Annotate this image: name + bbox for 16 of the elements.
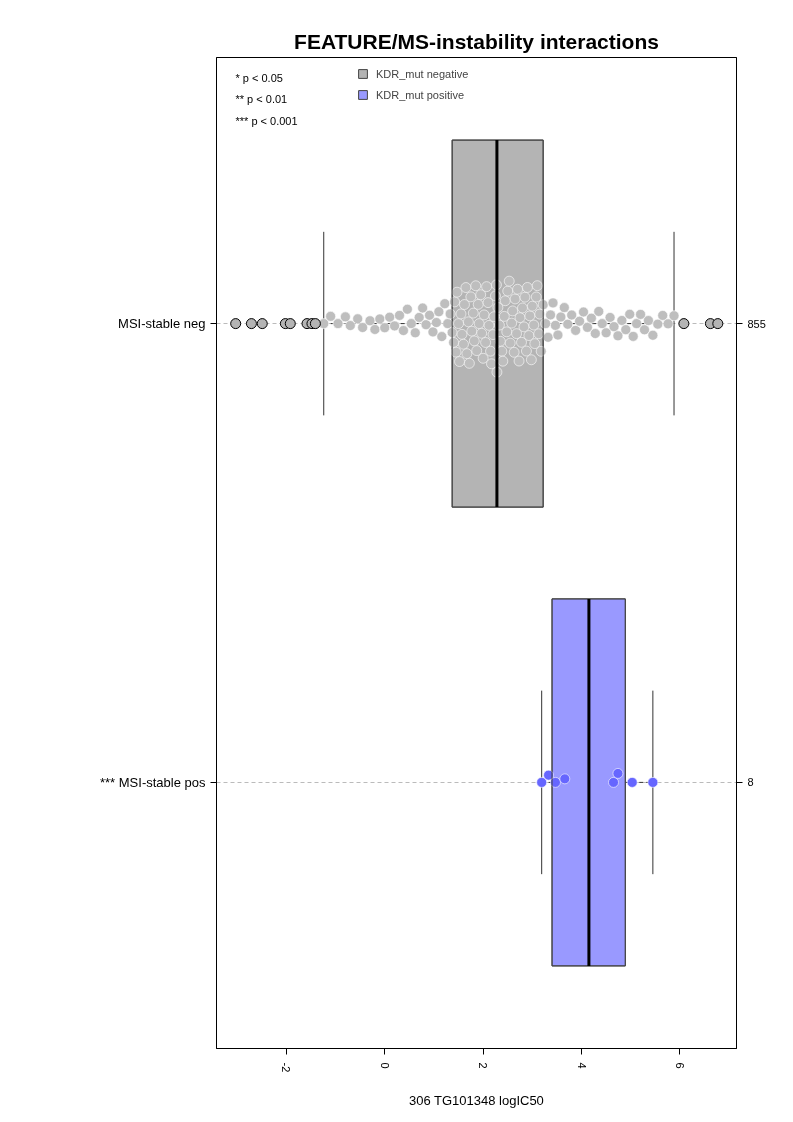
x-tick-label: 2: [477, 1062, 490, 1069]
x-tick-label: 4: [575, 1062, 588, 1069]
x-tick-label: 6: [673, 1062, 686, 1069]
annotation: ** p < 0.01: [235, 93, 288, 105]
x-tick-label: 0: [378, 1062, 391, 1069]
annotation: *** p < 0.001: [235, 114, 298, 127]
y2-tick-label: 855: [747, 317, 766, 330]
y-tick-label: MSI-stable neg: [118, 316, 206, 332]
x-tick-label: -2: [280, 1062, 293, 1073]
legend-label: KDR_mut positive: [376, 87, 465, 103]
y-tick-label: *** MSI-stable pos: [100, 774, 206, 790]
chart-title: FEATURE/MS-instability interactions: [294, 29, 659, 53]
y2-tick-label: 8: [747, 776, 754, 789]
annotation: * p < 0.05: [235, 71, 283, 84]
x-axis-title: 306 TG101348 logIC50: [408, 1093, 544, 1109]
legend-label: KDR_mut negative: [376, 66, 469, 82]
